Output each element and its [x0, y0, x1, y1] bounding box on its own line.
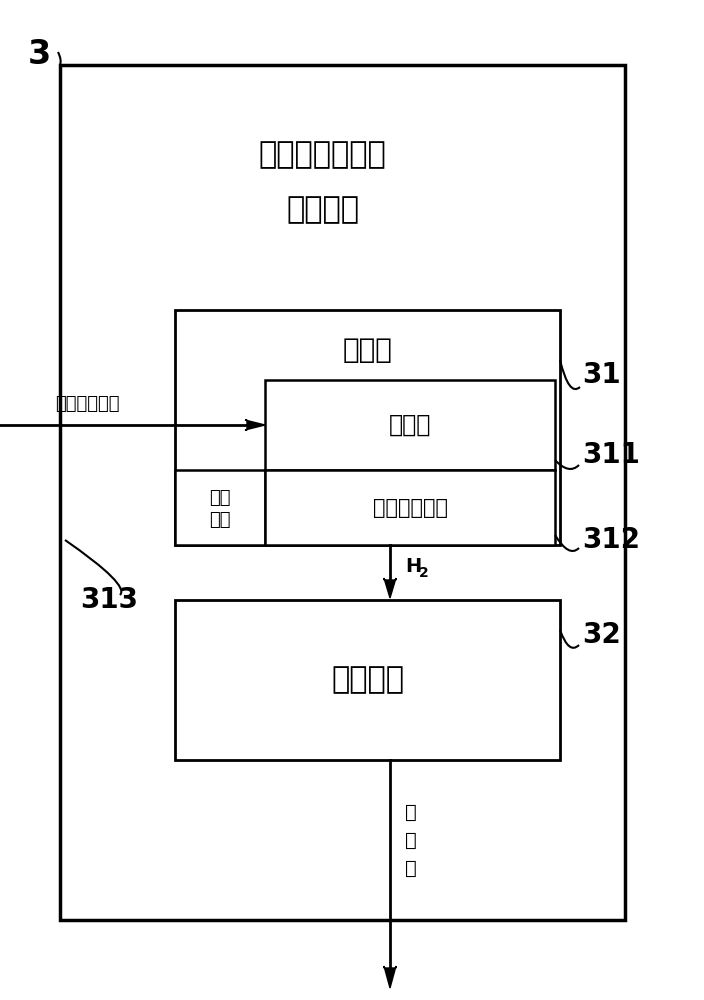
- Text: 3: 3: [28, 38, 51, 71]
- Text: 发电模组: 发电模组: [286, 196, 359, 225]
- Text: 燃料电池: 燃料电池: [331, 666, 404, 694]
- Text: 甲醇和水原料: 甲醇和水原料: [55, 395, 120, 413]
- Text: 重整器: 重整器: [343, 336, 392, 364]
- Bar: [175, 310, 560, 545]
- Text: 氢气纯化装置: 氢气纯化装置: [372, 497, 448, 518]
- Bar: [175, 470, 265, 545]
- Text: 甲醇水重整制氢: 甲醇水重整制氢: [258, 140, 386, 169]
- Text: 311: 311: [582, 441, 640, 469]
- Text: 电: 电: [405, 858, 417, 878]
- Text: 输: 输: [405, 802, 417, 822]
- Text: 装置: 装置: [209, 510, 231, 528]
- Text: 313: 313: [80, 586, 138, 614]
- Text: 2: 2: [419, 566, 429, 580]
- Text: 启动: 启动: [209, 488, 231, 506]
- FancyArrow shape: [245, 420, 265, 430]
- FancyArrow shape: [384, 578, 396, 598]
- Text: 重整室: 重整室: [389, 413, 431, 437]
- Text: 312: 312: [582, 526, 640, 554]
- FancyArrow shape: [384, 966, 396, 988]
- Text: 32: 32: [582, 621, 621, 649]
- Text: 31: 31: [582, 361, 621, 389]
- Text: 出: 出: [405, 830, 417, 850]
- Text: H: H: [405, 558, 421, 576]
- Bar: [60, 65, 625, 920]
- Bar: [265, 380, 555, 470]
- Bar: [175, 600, 560, 760]
- Bar: [265, 470, 555, 545]
